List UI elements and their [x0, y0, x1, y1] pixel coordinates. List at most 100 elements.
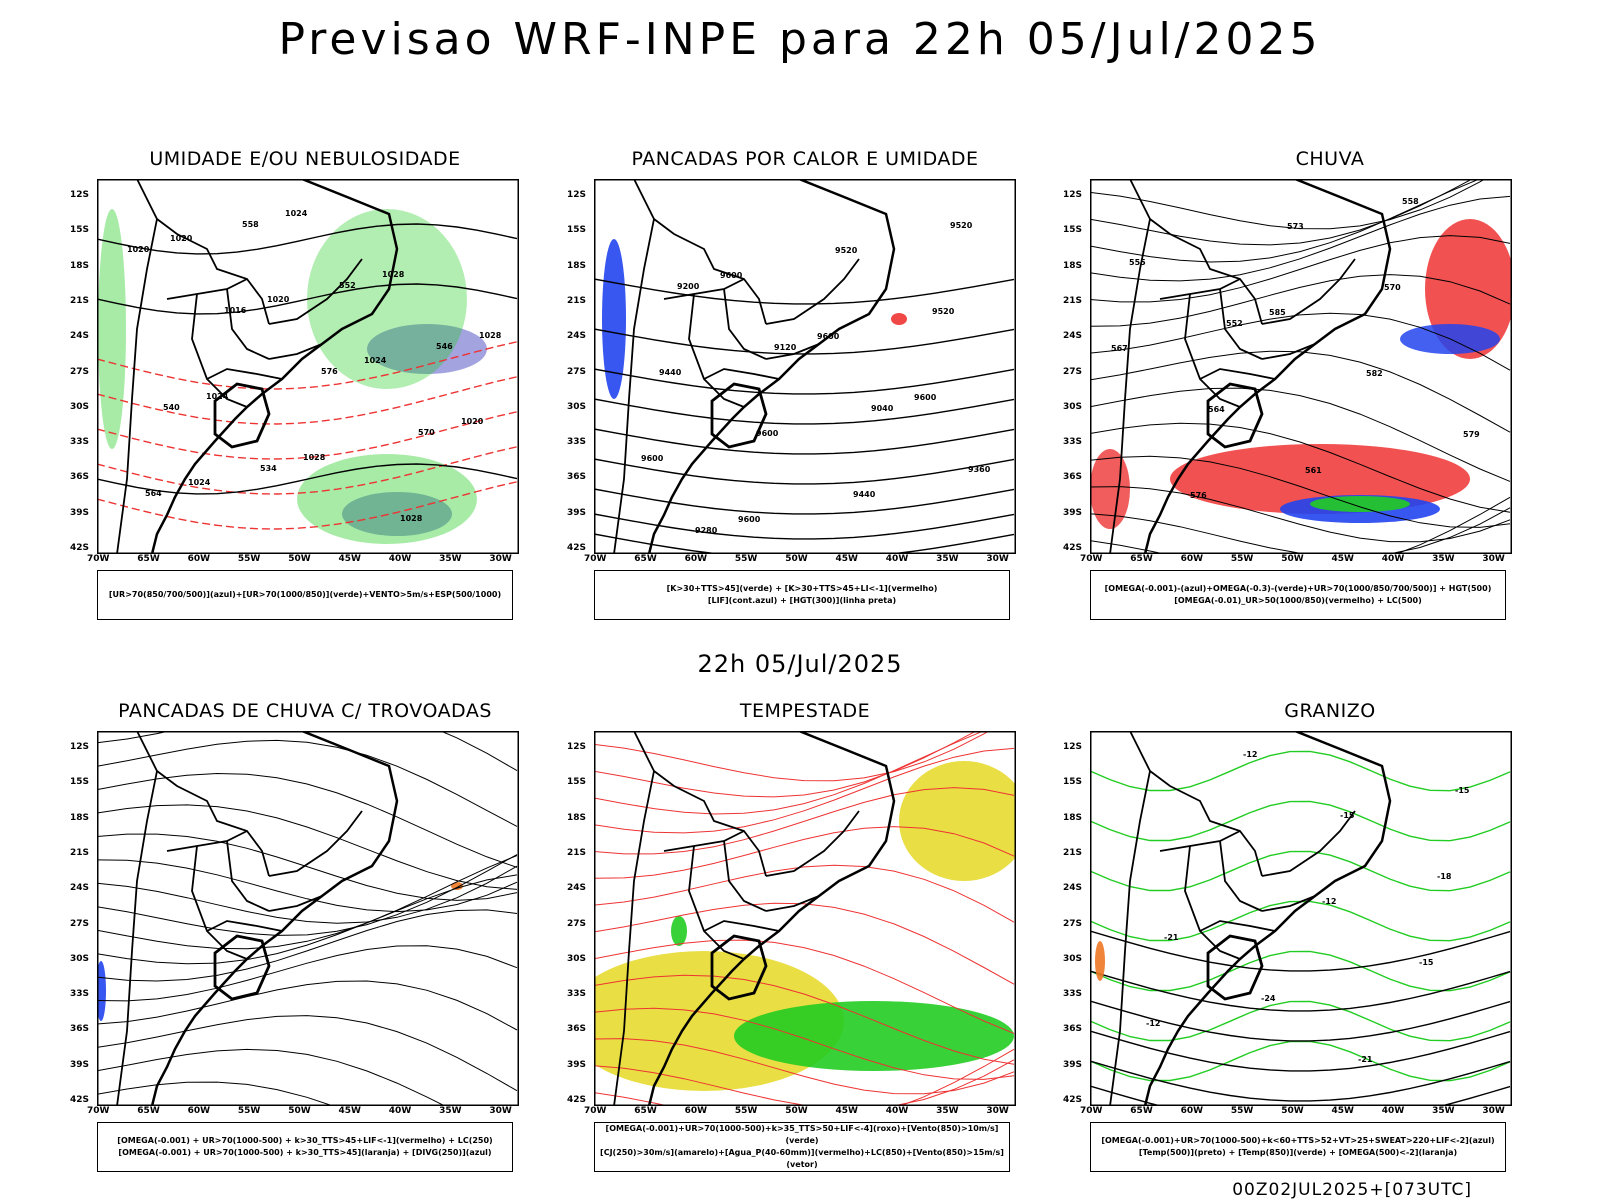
lat-tick-label: 18S [70, 812, 90, 823]
lat-tick-label: 12S [567, 190, 587, 200]
lon-tick-label: 35W [439, 554, 462, 564]
legend-tempestade: [OMEGA(-0.001)+UR>70(1000-500)+k>35_TTS>… [594, 1122, 1010, 1172]
lon-tick-label: 35W [1432, 1106, 1455, 1116]
country-border [1219, 840, 1263, 912]
country-border [633, 179, 767, 325]
contour-label: 1028 [382, 270, 405, 279]
contour-label: -15 [1455, 786, 1470, 795]
lat-tick-label: 21S [567, 847, 587, 858]
country-border [1159, 278, 1241, 300]
lat-tick-label: 27S [567, 366, 587, 377]
lon-tick-label: 60W [187, 1106, 211, 1116]
streamline [1090, 195, 1511, 282]
country-border [116, 770, 158, 1106]
contour-label: -21 [1164, 933, 1179, 942]
streamline [97, 1081, 335, 1106]
humidity-area [307, 209, 467, 389]
contour-label: 573 [1287, 222, 1304, 231]
country-border [136, 731, 270, 877]
contour-label: 9520 [932, 307, 955, 316]
lon-tick-label: 35W [936, 554, 959, 564]
lon-tick-label: 50W [288, 554, 311, 564]
lon-tick-label: 70W [1080, 1106, 1103, 1116]
lon-tick-label: 60W [1180, 1106, 1204, 1116]
country-border [663, 830, 745, 852]
streamline [594, 1007, 1015, 1080]
lat-tick-label: 36S [567, 1024, 587, 1035]
country-border [1206, 382, 1264, 449]
country-border [116, 218, 158, 554]
lon-tick-label: 55W [237, 554, 261, 564]
lon-tick-label: 65W [634, 1106, 657, 1116]
streamline [1090, 179, 1486, 230]
lon-tick-label: 45W [835, 1106, 858, 1116]
contour-label: -24 [1261, 994, 1276, 1003]
streamline [594, 864, 1015, 923]
lat-tick-label: 21S [1063, 847, 1083, 858]
lon-tick-label: 55W [1230, 554, 1254, 564]
temp500-contour [1090, 1085, 1511, 1106]
lat-tick-label: 21S [70, 295, 90, 306]
lon-tick-label: 65W [1130, 1106, 1153, 1116]
contour-label: 9360 [968, 465, 991, 474]
humidity-area [297, 454, 477, 544]
lon-tick-label: 50W [785, 554, 808, 564]
contour-label: 540 [163, 403, 180, 412]
lon-tick-label: 55W [734, 554, 758, 564]
country-border [710, 382, 768, 449]
lat-tick-label: 36S [567, 472, 587, 483]
contour-label: -21 [1358, 1055, 1373, 1064]
lon-tick-label: 65W [137, 1106, 160, 1116]
lon-tick-label: 35W [936, 1106, 959, 1116]
country-border [765, 343, 820, 360]
lat-tick-label: 33S [70, 437, 90, 448]
lon-tick-label: 40W [1381, 554, 1405, 564]
contour-label: 9280 [695, 526, 718, 535]
lon-tick-label: 30W [489, 554, 512, 564]
legend-line: [OMEGA(-0.01)_UR>50(1000/850)(vermelho) … [1174, 596, 1422, 605]
country-border [1261, 343, 1316, 360]
lon-tick-label: 45W [835, 554, 858, 564]
country-border [166, 830, 248, 852]
lon-tick-label: 55W [1230, 1106, 1254, 1116]
country-border [1219, 288, 1263, 360]
lon-tick-label: 50W [785, 1106, 808, 1116]
contour-label: 9600 [756, 429, 779, 438]
contour-label: 9440 [853, 490, 876, 499]
streamline [97, 739, 518, 827]
contour-label: 1028 [479, 331, 502, 340]
contour-label: 567 [1111, 344, 1128, 353]
country-border [723, 288, 767, 360]
rain-area [1310, 496, 1410, 512]
map-granizo: -12 -15 -12 -12 -15 -18 -21 -24 -21 -15 [1090, 731, 1512, 1106]
streamline [97, 865, 518, 924]
lat-tick-label: 42S [70, 543, 90, 553]
streamline [97, 1048, 447, 1106]
lon-tick-label: 45W [338, 1106, 361, 1116]
panel-title-granizo: GRANIZO [1284, 700, 1376, 722]
temp850-contour [1090, 1000, 1511, 1042]
contour-label: -18 [1437, 872, 1452, 881]
lon-tick-label: 30W [1482, 1106, 1505, 1116]
contour-label: 9520 [835, 246, 858, 255]
map-frame [594, 179, 1016, 554]
contour-label: -15 [1419, 958, 1434, 967]
coastline [150, 731, 399, 1106]
streamline [1090, 312, 1511, 371]
country-border [765, 895, 820, 912]
contour-label: 582 [1366, 369, 1383, 378]
legend-line: [K>30+TTS>45](verde) + [K>30+TTS>45+LI<-… [666, 584, 938, 593]
hgt300-contour [594, 368, 1015, 395]
main-title: Previsao WRF-INPE para 22h 05/Jul/2025 [278, 14, 1322, 65]
coastline [1143, 731, 1392, 1106]
lat-tick-label: 33S [70, 989, 90, 1000]
streamline [97, 833, 518, 901]
map-trovoadas [97, 731, 519, 1106]
lon-tick-label: 70W [1080, 554, 1103, 564]
lat-tick-label: 39S [70, 1059, 90, 1070]
lat-tick-label: 36S [70, 472, 90, 483]
lat-tick-label: 24S [70, 331, 90, 342]
contour-label: 9520 [950, 221, 973, 230]
contour-label: 576 [1190, 491, 1207, 500]
lat-tick-label: 42S [1063, 543, 1083, 553]
